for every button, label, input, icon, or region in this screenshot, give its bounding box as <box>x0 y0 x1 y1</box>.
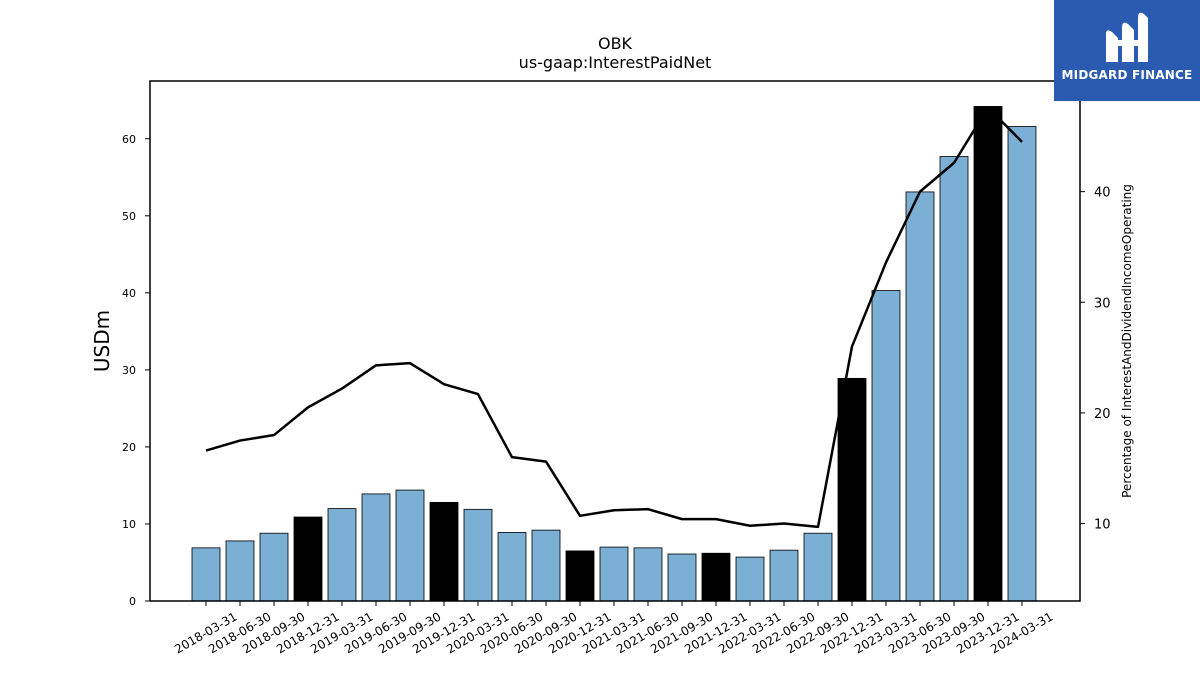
chart-title: OBK <box>598 34 633 53</box>
bar-2021-12-31 <box>701 552 731 602</box>
y-tick-label-40: 40 <box>122 287 136 300</box>
bar-2021-06-30 <box>633 547 663 602</box>
y-axis-label: USDm <box>90 310 114 372</box>
bar-2019-06-30 <box>361 493 391 602</box>
plot-frame <box>149 80 1081 602</box>
bar-2018-12-31 <box>293 516 323 602</box>
bar-2020-09-30 <box>531 529 561 602</box>
brand-logo: MIDGARD FINANCE <box>1054 0 1200 101</box>
bar-2018-06-30 <box>225 540 255 602</box>
bar-2020-12-31 <box>565 550 595 602</box>
bar-2022-06-30 <box>769 549 799 602</box>
x-axis: 2018-03-312018-06-302018-09-302018-12-31… <box>172 601 1056 656</box>
line-series <box>205 106 1023 529</box>
y2-tick-label-30: 30 <box>1094 296 1111 311</box>
bar-2021-03-31 <box>599 546 629 602</box>
bar-2023-03-31 <box>871 290 901 602</box>
bars-group <box>191 106 1037 602</box>
y-tick-label-50: 50 <box>122 210 136 223</box>
y2-tick-label-20: 20 <box>1094 407 1111 422</box>
bar-2020-03-31 <box>463 508 493 602</box>
bar-2020-06-30 <box>497 532 527 602</box>
line-group <box>205 106 1023 529</box>
chart-subtitle: us-gaap:InterestPaidNet <box>519 53 712 72</box>
bar-2023-12-31 <box>973 106 1003 602</box>
y2-tick-label-40: 40 <box>1094 186 1111 201</box>
y2-axis: 10 20 30 40 <box>1080 186 1111 533</box>
y-tick-label-20: 20 <box>122 441 136 454</box>
bar-2022-03-31 <box>735 556 765 602</box>
y-tick-label-0: 0 <box>129 595 136 608</box>
bar-2019-09-30 <box>395 489 425 602</box>
bar-2019-03-31 <box>327 508 357 602</box>
y2-axis-label: Percentage of InterestAndDividendIncomeO… <box>1120 184 1134 498</box>
y-tick-label-30: 30 <box>122 364 136 377</box>
bar-2022-09-30 <box>803 532 833 602</box>
bar-2023-06-30 <box>905 191 935 602</box>
logo-text: MIDGARD FINANCE <box>1061 68 1193 82</box>
bar-2018-03-31 <box>191 547 221 602</box>
y-axis: 0 10 20 30 40 50 60 <box>122 133 150 608</box>
bar-2024-03-31 <box>1007 126 1037 602</box>
y-tick-label-60: 60 <box>122 133 136 146</box>
midgard-logo-icon <box>1106 12 1148 63</box>
y2-tick-label-10: 10 <box>1094 518 1111 533</box>
bar-2022-12-31 <box>837 377 867 602</box>
bar-2019-12-31 <box>429 501 459 602</box>
bar-2018-09-30 <box>259 532 289 602</box>
y-tick-label-10: 10 <box>122 518 136 531</box>
bar-2021-09-30 <box>667 553 697 602</box>
bar-2023-09-30 <box>939 156 969 602</box>
